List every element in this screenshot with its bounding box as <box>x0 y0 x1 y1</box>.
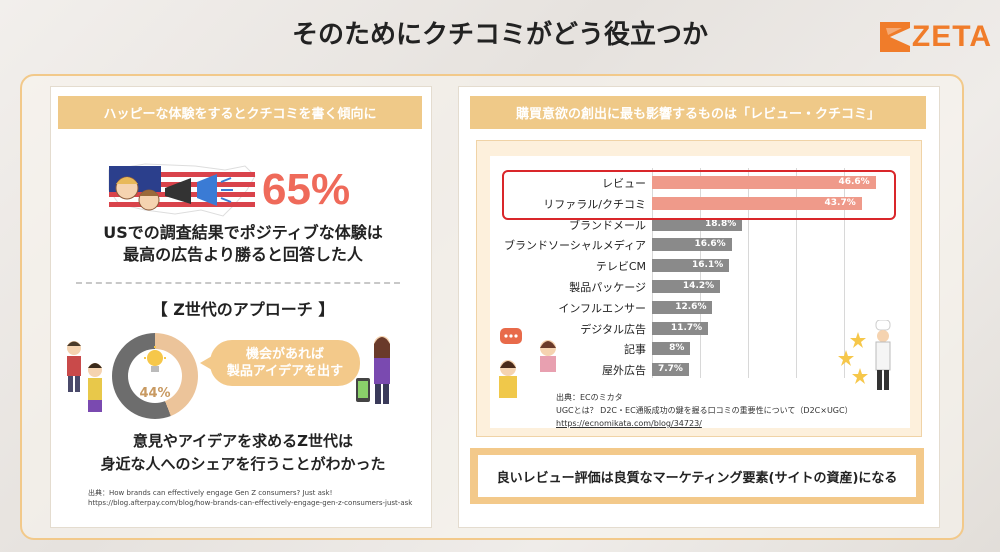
logo-text: ZETA <box>911 20 992 53</box>
left-source-line-1: 出典：How brands can effectively engage Gen… <box>88 489 333 497</box>
left-header: ハッピーな体験をするとクチコミを書く傾向に <box>58 96 422 129</box>
category-label: 屋外広告 <box>602 364 646 378</box>
category-label: リファラル/クチコミ <box>543 197 646 211</box>
bar-6 <box>652 280 721 293</box>
category-label: デジタル広告 <box>580 322 646 336</box>
zeta-logo-mark-icon <box>879 22 910 52</box>
grid-line <box>748 168 749 378</box>
us-flag-map-illustration <box>108 163 256 217</box>
bar-9 <box>652 342 691 356</box>
category-label: ブランドメール <box>569 218 646 232</box>
speech-bubble: 機会があれば 製品アイデアを出す <box>200 340 360 386</box>
teen-people-illustration <box>67 341 102 412</box>
value-label: 46.6% <box>838 177 870 187</box>
grid-line <box>652 168 653 378</box>
left-source-link[interactable]: https://blog.afterpay.com/blog/how-brand… <box>88 499 413 507</box>
category-label: 記事 <box>624 343 646 357</box>
value-label: 16.1% <box>692 260 724 271</box>
right-header: 購買意欲の創出に最も影響するものは「レビュー・クチコミ」 <box>470 96 926 129</box>
bubble-line-1: 機会があれば <box>245 347 324 362</box>
slide-title: そのためにクチコミがどう役立つか <box>291 20 708 50</box>
value-label: 7.7% <box>657 364 683 375</box>
right-source-link[interactable]: https://ecnomikata.com/blog/34723/ <box>556 419 702 428</box>
stat-percentage: 65% <box>262 165 351 214</box>
customers-chatting-illustration <box>499 328 556 398</box>
right-source-line-1: 出典：ECのミカタ <box>556 393 623 402</box>
value-label: 11.7% <box>670 322 703 333</box>
zeta-logo: ZETA <box>879 20 992 53</box>
chef-with-stars-illustration <box>838 320 891 390</box>
bar-4 <box>652 238 732 252</box>
genz-title: 【 Z世代のアプローチ 】 <box>151 300 335 319</box>
bar-5 <box>652 259 730 273</box>
left-panel <box>50 86 432 528</box>
bar-3 <box>652 217 743 231</box>
conclusion-line-2: 身近な人へのシェアを行うことがわかった <box>100 455 386 473</box>
category-label: テレビCM <box>595 260 646 274</box>
value-label: 16.6% <box>694 239 726 250</box>
bar-1 <box>652 176 876 189</box>
value-label: 18.8% <box>705 218 737 229</box>
claim-line-1: USでの調査結果でポジティブな体験は <box>103 223 383 242</box>
woman-with-phone-illustration <box>356 336 390 404</box>
grid-line <box>796 168 797 378</box>
lightbulb-icon <box>144 346 166 372</box>
category-label: レビュー <box>602 177 646 190</box>
category-label: 製品パッケージ <box>569 281 646 294</box>
divider <box>76 282 400 284</box>
category-label: ブランドソーシャルメディア <box>503 239 646 253</box>
value-label: 43.7% <box>824 197 856 208</box>
claim-line-2: 最高の広告より勝ると回答した人 <box>123 245 363 264</box>
right-conclusion: 良いレビュー評価は良質なマーケティング要素(サイトの資産)になる <box>478 455 916 497</box>
bar-10 <box>652 363 689 377</box>
conclusion-line-1: 意見やアイデアを求めるZ世代は <box>132 432 354 450</box>
grid-line <box>844 168 845 378</box>
category-label: インフルエンサー <box>558 301 646 315</box>
grid-line <box>700 168 701 378</box>
right-source-line-2: UGCとは？ D2C・EC通販成功の鍵を握る口コミの重要性について（D2C×UG… <box>556 406 853 415</box>
donut-percentage: 44% <box>139 386 171 401</box>
value-label: 14.2% <box>682 281 715 291</box>
bar-2 <box>652 196 862 210</box>
bubble-line-2: 製品アイデアを出す <box>226 364 344 379</box>
bar-8 <box>652 321 709 335</box>
value-label: 8% <box>669 343 685 354</box>
bar-7 <box>652 300 713 314</box>
highlight-box <box>502 170 896 220</box>
value-label: 12.6% <box>675 301 707 312</box>
